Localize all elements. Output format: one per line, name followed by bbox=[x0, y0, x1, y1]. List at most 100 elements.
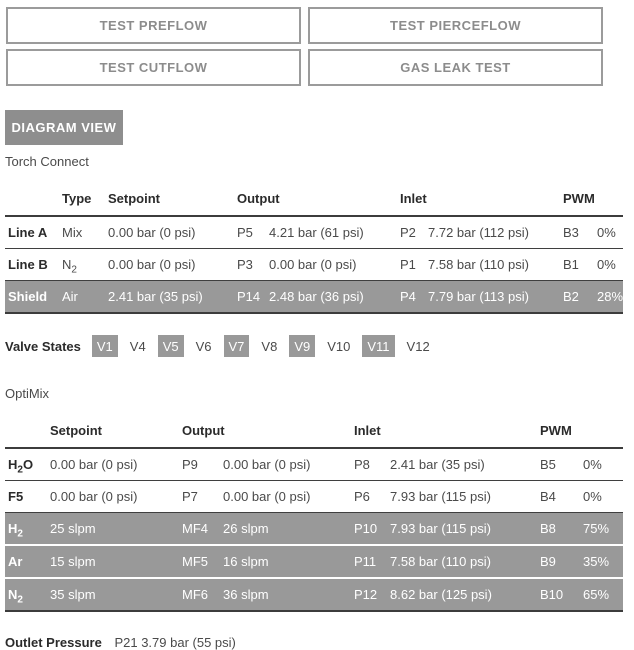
table-row-h2: H2 25 slpm MF4 26 slpm P10 7.93 bar (115… bbox=[5, 512, 624, 545]
inlet-value-cell: 7.58 bar (110 psi) bbox=[390, 554, 491, 569]
table-row-shield: Shield Air 2.41 bar (35 psi) P14 2.48 ba… bbox=[5, 280, 624, 313]
output-value-cell: 16 slpm bbox=[223, 554, 269, 569]
output-value-cell: 4.21 bar (61 psi) bbox=[269, 225, 364, 240]
header-inlet: Inlet bbox=[400, 191, 427, 206]
inlet-tag-cell: P8 bbox=[354, 457, 370, 472]
pwm-value-cell: 0% bbox=[583, 457, 602, 472]
pwm-value-cell: 0% bbox=[597, 257, 616, 272]
setpoint-cell: 0.00 bar (0 psi) bbox=[50, 457, 138, 472]
output-value-cell: 0.00 bar (0 psi) bbox=[223, 457, 311, 472]
header-blank bbox=[5, 183, 62, 216]
inlet-tag-cell: P12 bbox=[354, 587, 378, 602]
output-tag-cell: MF4 bbox=[182, 521, 208, 536]
output-tag-cell: MF5 bbox=[182, 554, 208, 569]
valve-v5: V5 bbox=[157, 335, 184, 357]
pwm-value-cell: 28% bbox=[597, 289, 624, 304]
header-inlet: Inlet bbox=[354, 423, 381, 438]
header-output: Output bbox=[182, 423, 225, 438]
output-tag-cell: MF6 bbox=[182, 587, 208, 602]
header-setpoint: Setpoint bbox=[108, 191, 160, 206]
inlet-value-cell: 7.72 bar (112 psi) bbox=[428, 225, 529, 240]
test-button-grid: TEST PREFLOW TEST PIERCEFLOW TEST CUTFLO… bbox=[6, 7, 603, 86]
setpoint-cell: 2.41 bar (35 psi) bbox=[108, 289, 203, 304]
outlet-pressure-value: P21 3.79 bar (55 psi) bbox=[114, 635, 236, 650]
pwm-value-cell: 0% bbox=[583, 489, 602, 504]
setpoint-cell: 35 slpm bbox=[50, 587, 96, 602]
row-label: Line B bbox=[8, 257, 48, 272]
output-tag-cell: P14 bbox=[237, 289, 261, 304]
diagram-view-button[interactable]: DIAGRAM VIEW bbox=[5, 110, 123, 145]
valve-v6: V6 bbox=[195, 338, 212, 354]
valve-v8: V8 bbox=[261, 338, 278, 354]
table-row-h2o: H2O 0.00 bar (0 psi) P9 0.00 bar (0 psi)… bbox=[5, 448, 624, 481]
outlet-pressure-label: Outlet Pressure bbox=[5, 635, 102, 650]
output-tag-cell: P3 bbox=[237, 257, 253, 272]
valve-v1: V1 bbox=[91, 335, 118, 357]
header-pwm: PWM bbox=[563, 191, 595, 206]
torch-connect-title: Torch Connect bbox=[5, 154, 89, 169]
optimix-title: OptiMix bbox=[5, 386, 50, 401]
pwm-value-cell: 65% bbox=[583, 587, 610, 602]
header-output: Output bbox=[237, 191, 280, 206]
pwm-tag-cell: B9 bbox=[540, 554, 556, 569]
row-label: Line A bbox=[8, 225, 48, 240]
pwm-value-cell: 75% bbox=[583, 521, 610, 536]
pwm-value-cell: 0% bbox=[597, 225, 616, 240]
table-row-n2: N2 35 slpm MF6 36 slpm P12 8.62 bar (125… bbox=[5, 578, 624, 611]
table-row-ar: Ar 15 slpm MF5 16 slpm P11 7.58 bar (110… bbox=[5, 545, 624, 578]
optimix-header-row: Setpoint Output Inlet PWM bbox=[5, 415, 624, 448]
header-setpoint: Setpoint bbox=[50, 423, 102, 438]
header-type: Type bbox=[62, 191, 92, 206]
setpoint-cell: 15 slpm bbox=[50, 554, 96, 569]
valve-v9: V9 bbox=[289, 335, 316, 357]
pwm-tag-cell: B3 bbox=[563, 225, 579, 240]
valve-states-label: Valve States bbox=[5, 338, 81, 354]
valve-v11: V11 bbox=[362, 335, 395, 357]
torch-header-row: Type Setpoint Output Inlet PWM bbox=[5, 183, 624, 216]
inlet-tag-cell: P4 bbox=[400, 289, 416, 304]
inlet-tag-cell: P2 bbox=[400, 225, 416, 240]
test-cutflow-button[interactable]: TEST CUTFLOW bbox=[6, 49, 301, 86]
header-blank bbox=[5, 415, 50, 448]
pwm-tag-cell: B5 bbox=[540, 457, 556, 472]
optimix-table: Setpoint Output Inlet PWM H2O 0.00 bar (… bbox=[5, 415, 624, 612]
test-pierceflow-button[interactable]: TEST PIERCEFLOW bbox=[308, 7, 603, 44]
valve-v4: V4 bbox=[129, 338, 146, 354]
inlet-tag-cell: P6 bbox=[354, 489, 370, 504]
output-value-cell: 36 slpm bbox=[223, 587, 269, 602]
inlet-value-cell: 8.62 bar (125 psi) bbox=[390, 587, 492, 602]
valve-v7: V7 bbox=[223, 335, 250, 357]
inlet-value-cell: 7.93 bar (115 psi) bbox=[390, 521, 491, 536]
pwm-tag-cell: B4 bbox=[540, 489, 556, 504]
table-row-line-a: Line A Mix 0.00 bar (0 psi) P5 4.21 bar … bbox=[5, 216, 624, 249]
row-label: Ar bbox=[8, 554, 23, 569]
row-label: F5 bbox=[8, 489, 24, 504]
output-value-cell: 0.00 bar (0 psi) bbox=[223, 489, 311, 504]
output-value-cell: 2.48 bar (36 psi) bbox=[269, 289, 364, 304]
pwm-tag-cell: B10 bbox=[540, 587, 564, 602]
output-tag-cell: P5 bbox=[237, 225, 253, 240]
outlet-pressure: Outlet Pressure P21 3.79 bar (55 psi) bbox=[5, 635, 634, 650]
header-pwm: PWM bbox=[540, 423, 572, 438]
pwm-tag-cell: B8 bbox=[540, 521, 556, 536]
row-label: H2O bbox=[8, 457, 34, 476]
row-label: N2 bbox=[8, 587, 23, 606]
inlet-tag-cell: P11 bbox=[354, 554, 377, 569]
inlet-value-cell: 7.58 bar (110 psi) bbox=[428, 257, 529, 272]
type-cell: Air bbox=[62, 289, 78, 304]
row-label: H2 bbox=[8, 521, 23, 540]
test-preflow-button[interactable]: TEST PREFLOW bbox=[6, 7, 301, 44]
inlet-value-cell: 2.41 bar (35 psi) bbox=[390, 457, 485, 472]
table-row-line-b: Line B N2 0.00 bar (0 psi) P3 0.00 bar (… bbox=[5, 249, 624, 281]
type-cell: N2 bbox=[62, 257, 77, 276]
valve-v10: V10 bbox=[327, 338, 351, 354]
output-value-cell: 26 slpm bbox=[223, 521, 269, 536]
output-tag-cell: P7 bbox=[182, 489, 198, 504]
inlet-value-cell: 7.79 bar (113 psi) bbox=[428, 289, 529, 304]
torch-connect-table: Type Setpoint Output Inlet PWM Line A Mi… bbox=[5, 183, 624, 314]
setpoint-cell: 0.00 bar (0 psi) bbox=[108, 225, 196, 240]
type-cell: Mix bbox=[62, 225, 83, 240]
gas-leak-test-button[interactable]: GAS LEAK TEST bbox=[308, 49, 603, 86]
pwm-value-cell: 35% bbox=[583, 554, 610, 569]
setpoint-cell: 0.00 bar (0 psi) bbox=[108, 257, 196, 272]
